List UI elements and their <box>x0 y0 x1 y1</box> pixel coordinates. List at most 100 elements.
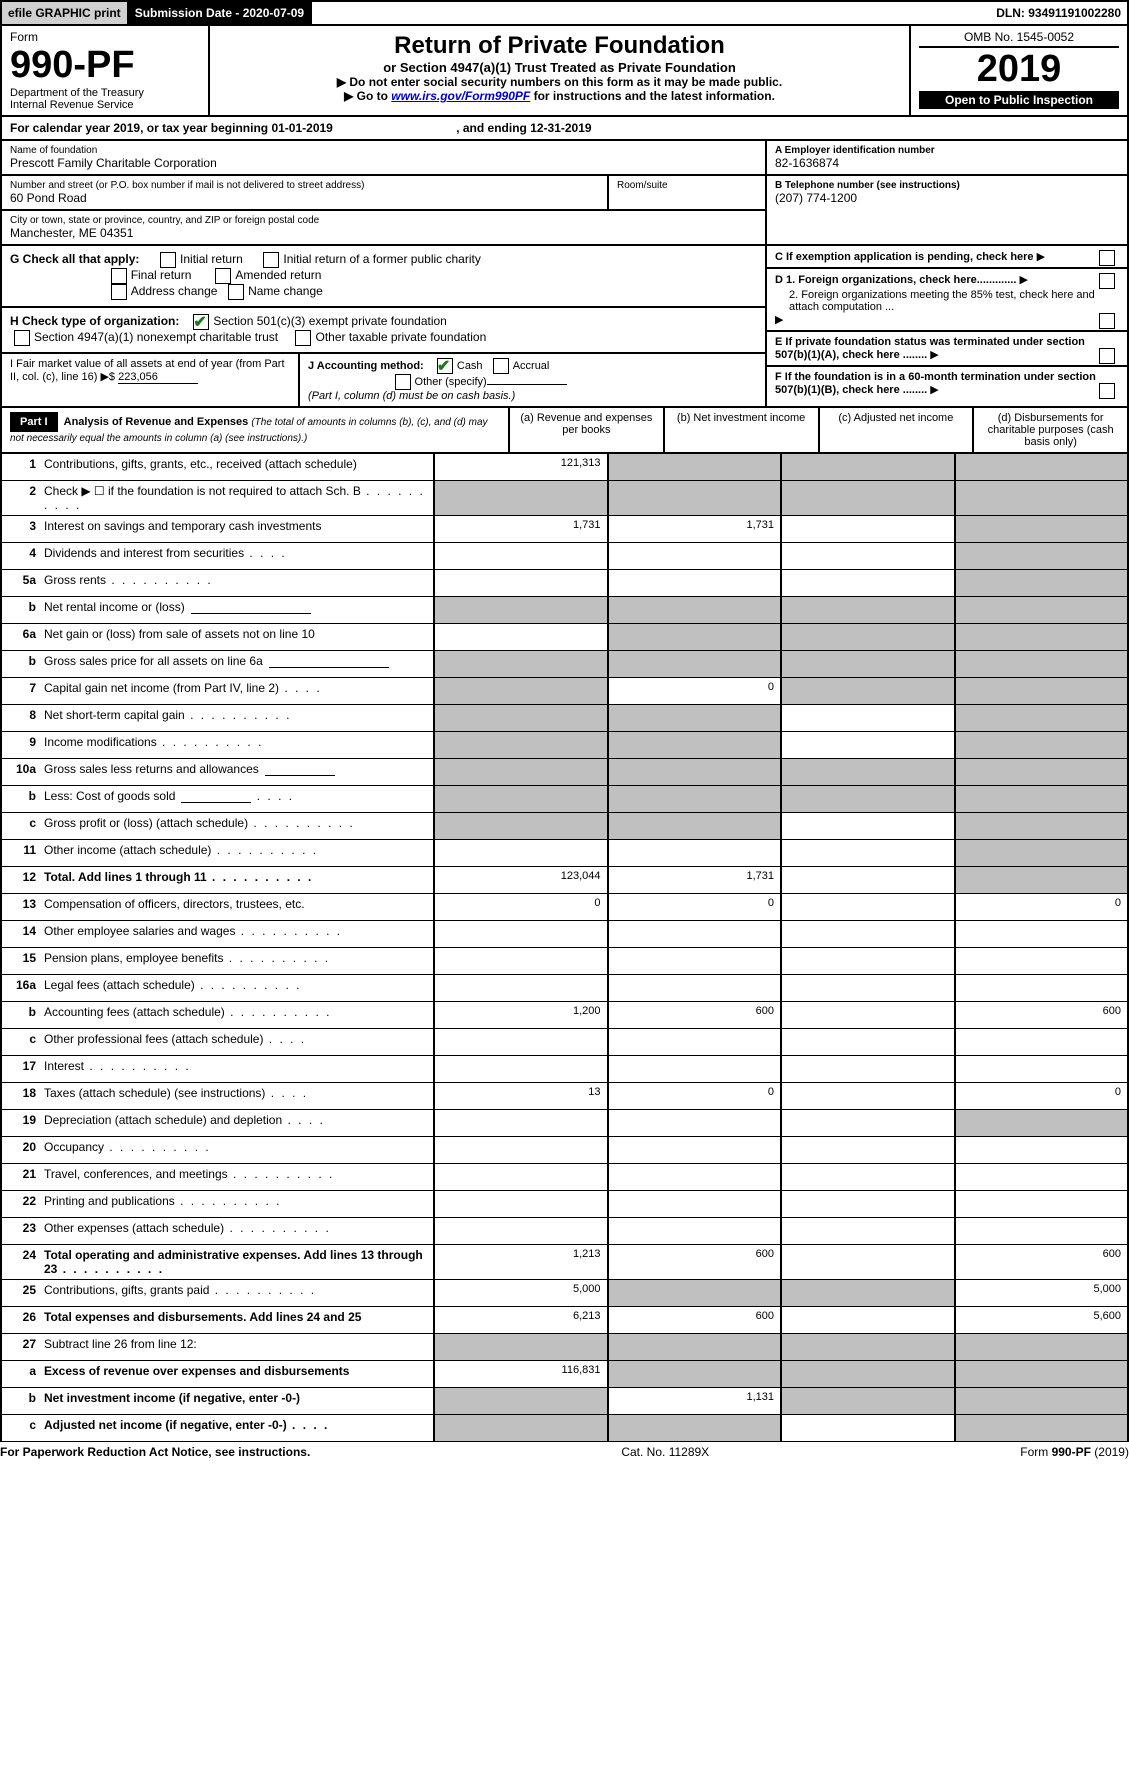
cell-c <box>780 1280 954 1306</box>
col-a-header: (a) Revenue and expenses per books <box>508 408 663 452</box>
row-desc: Other professional fees (attach schedule… <box>40 1029 433 1055</box>
cell-b <box>607 651 781 677</box>
table-row: 15Pension plans, employee benefits <box>0 948 1129 975</box>
row-number: 8 <box>2 705 40 731</box>
cash-checkbox[interactable] <box>437 358 453 374</box>
cell-c <box>780 1334 954 1360</box>
e-checkbox[interactable] <box>1099 348 1115 364</box>
row-number: 16a <box>2 975 40 1001</box>
table-row: 14Other employee salaries and wages <box>0 921 1129 948</box>
table-row: 19Depreciation (attach schedule) and dep… <box>0 1110 1129 1137</box>
bullet-1: ▶ Do not enter social security numbers o… <box>216 75 903 89</box>
name-change-checkbox[interactable] <box>228 284 244 300</box>
row-desc: Excess of revenue over expenses and disb… <box>40 1361 433 1387</box>
cell-b: 1,131 <box>607 1388 781 1414</box>
ein-label: A Employer identification number <box>775 145 1119 156</box>
cell-d <box>954 1334 1128 1360</box>
cell-b <box>607 1137 781 1163</box>
table-row: 21Travel, conferences, and meetings <box>0 1164 1129 1191</box>
efile-print[interactable]: efile GRAPHIC print <box>2 2 129 24</box>
cell-b <box>607 759 781 785</box>
row-number: 22 <box>2 1191 40 1217</box>
initial-former-checkbox[interactable] <box>263 252 279 268</box>
other-taxable-checkbox[interactable] <box>295 330 311 346</box>
final-return-checkbox[interactable] <box>111 268 127 284</box>
row-desc: Travel, conferences, and meetings <box>40 1164 433 1190</box>
f-checkbox[interactable] <box>1099 383 1115 399</box>
cell-a: 6,213 <box>433 1307 607 1333</box>
row-desc: Interest <box>40 1056 433 1082</box>
row-desc: Less: Cost of goods sold <box>40 786 433 812</box>
row-number: 4 <box>2 543 40 569</box>
row-desc: Gross sales less returns and allowances <box>40 759 433 785</box>
cell-a <box>433 1415 607 1441</box>
cell-c <box>780 1191 954 1217</box>
row-desc: Subtract line 26 from line 12: <box>40 1334 433 1360</box>
i-value: 223,056 <box>118 371 198 384</box>
row-number: 25 <box>2 1280 40 1306</box>
cell-d <box>954 454 1128 480</box>
501c3-checkbox[interactable] <box>193 314 209 330</box>
initial-return-checkbox[interactable] <box>160 252 176 268</box>
row-desc: Capital gain net income (from Part IV, l… <box>40 678 433 704</box>
cell-d <box>954 1218 1128 1244</box>
cell-d <box>954 481 1128 515</box>
table-row: 16aLegal fees (attach schedule) <box>0 975 1129 1002</box>
cell-d: 0 <box>954 1083 1128 1109</box>
cell-d <box>954 975 1128 1001</box>
name-label: Name of foundation <box>10 145 757 156</box>
cell-d <box>954 543 1128 569</box>
amended-return-checkbox[interactable] <box>215 268 231 284</box>
other-method-checkbox[interactable] <box>395 374 411 390</box>
cell-d <box>954 786 1128 812</box>
d1-checkbox[interactable] <box>1099 273 1115 289</box>
form-year: 2019 <box>919 48 1119 91</box>
accrual-checkbox[interactable] <box>493 358 509 374</box>
part-i-title: Analysis of Revenue and Expenses <box>64 416 249 428</box>
row-desc: Printing and publications <box>40 1191 433 1217</box>
cell-c <box>780 1388 954 1414</box>
row-desc: Other income (attach schedule) <box>40 840 433 866</box>
row-number: 23 <box>2 1218 40 1244</box>
addr-change-checkbox[interactable] <box>111 284 127 300</box>
cell-b <box>607 840 781 866</box>
cell-d <box>954 1191 1128 1217</box>
table-row: aExcess of revenue over expenses and dis… <box>0 1361 1129 1388</box>
cell-b: 600 <box>607 1002 781 1028</box>
table-row: 23Other expenses (attach schedule) <box>0 1218 1129 1245</box>
table-row: cAdjusted net income (if negative, enter… <box>0 1415 1129 1442</box>
row-number: 14 <box>2 921 40 947</box>
c-checkbox[interactable] <box>1099 250 1115 266</box>
cell-d: 600 <box>954 1245 1128 1279</box>
cell-d <box>954 516 1128 542</box>
foundation-name: Prescott Family Charitable Corporation <box>10 156 757 170</box>
cell-c <box>780 921 954 947</box>
cell-a: 123,044 <box>433 867 607 893</box>
row-number: 26 <box>2 1307 40 1333</box>
cell-d: 600 <box>954 1002 1128 1028</box>
row-number: b <box>2 597 40 623</box>
j-label: J Accounting method: <box>308 360 424 372</box>
cell-c <box>780 1307 954 1333</box>
cell-a: 13 <box>433 1083 607 1109</box>
cell-a: 1,731 <box>433 516 607 542</box>
cell-c <box>780 1164 954 1190</box>
cell-d <box>954 678 1128 704</box>
d2-checkbox[interactable] <box>1099 313 1115 329</box>
row-number: 24 <box>2 1245 40 1279</box>
cell-c <box>780 597 954 623</box>
4947-checkbox[interactable] <box>14 330 30 346</box>
cell-d: 5,600 <box>954 1307 1128 1333</box>
form990pf-link[interactable]: www.irs.gov/Form990PF <box>391 89 530 103</box>
table-row: 24Total operating and administrative exp… <box>0 1245 1129 1280</box>
cell-a: 5,000 <box>433 1280 607 1306</box>
cell-c <box>780 570 954 596</box>
row-number: b <box>2 651 40 677</box>
cell-c <box>780 1137 954 1163</box>
cell-b <box>607 975 781 1001</box>
cell-a: 1,200 <box>433 1002 607 1028</box>
table-row: cOther professional fees (attach schedul… <box>0 1029 1129 1056</box>
row-desc: Contributions, gifts, grants paid <box>40 1280 433 1306</box>
cell-a <box>433 975 607 1001</box>
table-row: cGross profit or (loss) (attach schedule… <box>0 813 1129 840</box>
